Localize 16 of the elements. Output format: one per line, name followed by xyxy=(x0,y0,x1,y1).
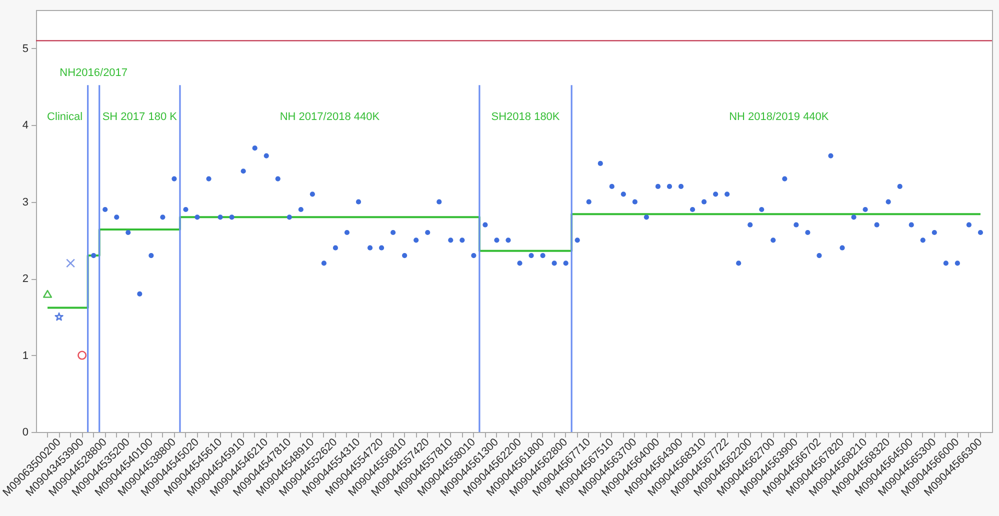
annotation: Clinical xyxy=(47,111,83,124)
y-tick-label: 2 xyxy=(22,273,28,286)
y-tick-label: 4 xyxy=(22,120,28,132)
annotation: NH2016/2017 xyxy=(60,67,128,80)
y-tick-label: 5 xyxy=(22,42,28,55)
annotation: SH 2017 180 K xyxy=(102,111,178,124)
point xyxy=(78,350,87,360)
y-tick-label: 1 xyxy=(22,350,28,362)
annotation: NH 2017/2018 440K xyxy=(280,111,380,124)
point xyxy=(42,290,52,298)
annotation: NH 2018/2019 440K xyxy=(729,111,830,124)
y-tick-label: 0 xyxy=(22,426,28,438)
annotation: SH2018 180K xyxy=(491,111,560,124)
y-tick-label: 3 xyxy=(22,196,28,208)
point xyxy=(54,312,64,321)
point xyxy=(66,258,76,268)
